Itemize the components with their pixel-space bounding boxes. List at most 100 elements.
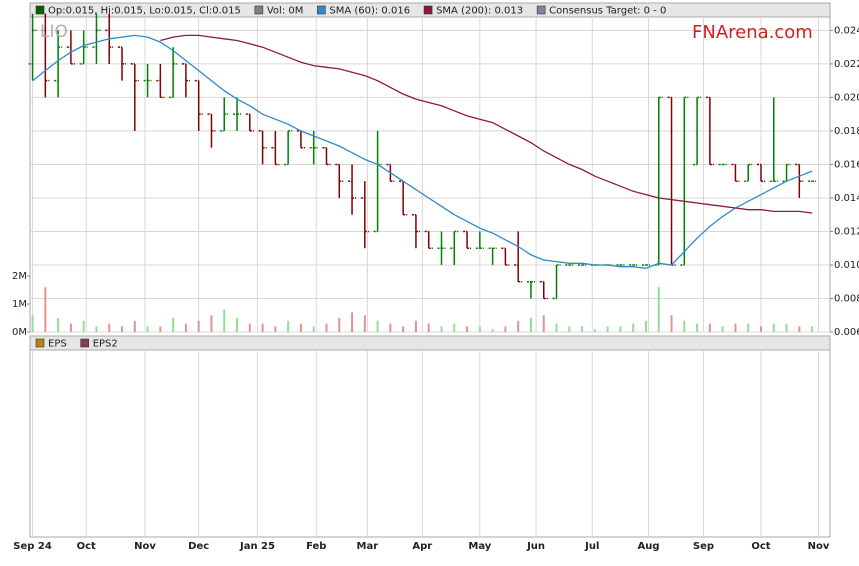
legend-strip [29, 335, 831, 351]
volume-bar [312, 326, 315, 332]
legend-swatch [254, 5, 264, 15]
price-panel [29, 16, 831, 333]
volume-bar [542, 315, 545, 332]
legend: Op:0.015, Hi:0.015, Lo:0.015, Cl:0.015 Vo… [35, 5, 666, 350]
volume-bar [197, 320, 200, 332]
volume-bar [721, 326, 724, 332]
sma-line [32, 34, 813, 269]
x-tick-label: Sep [693, 541, 714, 552]
y-tick-label: 0.008 [834, 293, 859, 304]
x-tick-label: Jun [526, 541, 545, 552]
volume-bar [696, 323, 699, 332]
volume-bar [146, 326, 149, 332]
x-tick-label: Jan 25 [239, 541, 275, 552]
volume-bar [236, 318, 239, 332]
volume-bar [555, 323, 558, 332]
volume-bar [657, 287, 660, 332]
y-tick-label: 0.016 [834, 159, 859, 170]
y-tick-label: 0.022 [834, 59, 859, 70]
volume-bar [95, 326, 98, 332]
volume-bar [683, 320, 686, 332]
ticker: LIO [40, 22, 68, 42]
legend-swatch [317, 5, 326, 15]
volume-bar [670, 315, 673, 332]
volume-bar [351, 312, 354, 332]
volume-bar [632, 323, 635, 332]
legend-label: SMA (60): 0.016 [329, 6, 410, 17]
volume-bar [172, 318, 175, 332]
x-tick-label: Sep 24 [13, 541, 52, 552]
volume-bar [427, 323, 430, 332]
volume-bar [287, 320, 290, 332]
volume-bar [299, 323, 302, 332]
volume-bar [69, 323, 72, 332]
legend-label: Consensus Target: 0 - 0 [549, 6, 666, 17]
legend-label: SMA (200): 0.013 [436, 6, 523, 17]
x-tick-label: Feb [306, 541, 326, 552]
volume-bar [759, 326, 762, 332]
volume-bar [325, 323, 328, 332]
volume-bar [261, 323, 264, 332]
volume-bar [31, 315, 34, 332]
brand: FNArena.com [692, 22, 813, 43]
volume-bar [478, 326, 481, 332]
legend-swatch [536, 5, 546, 15]
volume-bar [402, 326, 405, 332]
y-tick-label: 0.020 [834, 92, 859, 103]
volume-bar [159, 326, 162, 332]
volume-bar [798, 326, 801, 332]
volume-bar [606, 326, 609, 332]
legend-swatch [423, 5, 433, 15]
volume-bar [440, 326, 443, 332]
x-tick-label: Oct [751, 541, 770, 552]
volume-bar [581, 326, 584, 332]
legend-label: Vol: 0M [267, 6, 304, 17]
volume-bar [644, 320, 647, 332]
y-tick-label: 0.012 [834, 226, 859, 237]
legend-label: Op:0.015, Hi:0.015, Lo:0.015, Cl:0.015 [48, 6, 241, 17]
y-tick-label: 0.014 [834, 193, 859, 204]
volume-bar [389, 323, 392, 332]
x-tick-label: Oct [77, 541, 96, 552]
volume-bar [338, 318, 341, 332]
volume-bar [133, 320, 136, 332]
volume-bar [82, 320, 85, 332]
volume-bar [376, 320, 379, 332]
x-tick-label: Apr [412, 541, 432, 552]
volume-bar [223, 309, 226, 332]
volume-bar [210, 315, 213, 332]
eps-panel [29, 349, 831, 538]
legend-label: EPS2 [93, 339, 118, 350]
volume-bar [108, 323, 111, 332]
legend-swatch [35, 5, 45, 15]
y2-tick-label: 0M [12, 327, 27, 338]
volume-bar [491, 329, 494, 332]
volume-bar [184, 323, 187, 332]
volume-bar [734, 323, 737, 332]
x-tick-label: Dec [188, 541, 209, 552]
x-tick-label: Aug [638, 541, 660, 552]
y2-tick-label: 2M [12, 271, 27, 282]
legend-label: EPS [48, 339, 67, 350]
volume-bar [44, 287, 47, 332]
volume-bar [274, 326, 277, 332]
volume-bar [57, 318, 60, 332]
volume-bar [504, 326, 507, 332]
x-tick-label: Nov [808, 541, 830, 552]
sma-line [160, 34, 813, 214]
y-tick-label: 0.018 [834, 126, 859, 137]
x-tick-label: Jul [584, 541, 599, 552]
legend-swatch [35, 338, 45, 348]
volume-bar [811, 326, 814, 332]
x-tick-label: May [468, 541, 491, 552]
volume-bar [593, 329, 596, 332]
volume-bar [363, 315, 366, 332]
volume-bar [529, 318, 532, 332]
y2-tick-label: 1M [12, 299, 27, 310]
volume-bar [453, 323, 456, 332]
legend-swatch [80, 338, 90, 348]
marks [28, 13, 817, 332]
y-tick-label: 0.006 [834, 327, 859, 338]
volume-bar [785, 323, 788, 332]
